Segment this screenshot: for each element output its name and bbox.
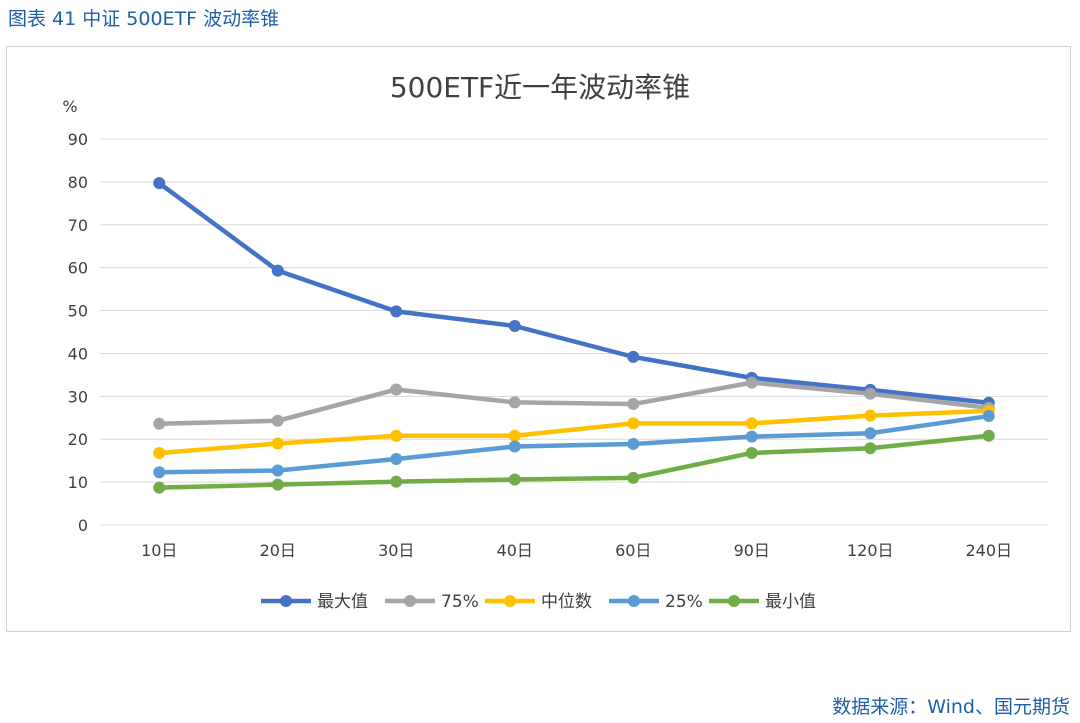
grid-lines: [100, 138, 1048, 526]
data-point: [627, 350, 640, 363]
x-tick-label: 120日: [847, 541, 894, 560]
legend-label: 25%: [665, 592, 703, 612]
y-tick-labels: 0 10 20 30 40 50 60 70 80 90: [68, 130, 88, 535]
data-point: [745, 430, 758, 443]
data-point: [390, 305, 403, 318]
y-tick-label: 40: [68, 344, 88, 363]
series-1: [153, 177, 995, 409]
y-tick-label: 90: [68, 130, 88, 149]
y-tick-label: 80: [68, 173, 88, 192]
legend-item: 中位数: [485, 592, 592, 612]
y-tick-label: 0: [78, 516, 88, 535]
data-point: [745, 417, 758, 430]
data-point: [864, 409, 877, 422]
data-point: [271, 414, 284, 427]
legend-label: 最小值: [765, 592, 816, 612]
data-point: [271, 437, 284, 450]
data-point: [982, 410, 995, 423]
legend-swatch-marker: [728, 595, 740, 607]
data-point: [271, 264, 284, 277]
legend-swatch-marker: [504, 595, 516, 607]
legend-label: 中位数: [541, 592, 592, 612]
series-5: [153, 429, 995, 494]
series-3: [153, 404, 995, 459]
legend-item: 最大值: [261, 592, 368, 612]
data-point: [627, 417, 640, 430]
data-point: [390, 452, 403, 465]
data-point: [627, 471, 640, 484]
data-point: [508, 473, 521, 486]
x-tick-label: 20日: [260, 541, 296, 560]
series-4: [153, 410, 995, 479]
legend-swatch-marker: [404, 595, 416, 607]
data-point: [864, 442, 877, 455]
y-tick-label: 30: [68, 387, 88, 406]
x-tick-label: 40日: [497, 541, 533, 560]
data-point: [390, 475, 403, 488]
data-point: [508, 319, 521, 332]
x-tick-labels: 10日 20日 30日 40日 60日 90日 120日 240日: [141, 541, 1012, 560]
x-tick-label: 60日: [615, 541, 651, 560]
volatility-cone-chart: 500ETF近一年波动率锥 % 0 10 20 30 40 50 60 70 80 90 10日 2…: [62, 71, 1048, 612]
y-tick-label: 10: [68, 473, 88, 492]
data-point: [153, 481, 166, 494]
data-point: [508, 429, 521, 442]
data-point: [390, 429, 403, 442]
legend-swatch-marker: [280, 595, 292, 607]
legend-swatch-marker: [628, 595, 640, 607]
y-tick-label: 50: [68, 302, 88, 321]
series-line: [157, 380, 991, 427]
figure-caption: 图表 41 中证 500ETF 波动率锥: [8, 8, 280, 30]
series-lines: [153, 177, 995, 494]
legend-item: 75%: [385, 592, 479, 612]
data-point: [390, 383, 403, 396]
x-tick-label: 30日: [378, 541, 414, 560]
data-point: [864, 387, 877, 400]
data-point: [627, 437, 640, 450]
data-point: [153, 446, 166, 459]
data-point: [153, 177, 166, 190]
data-point: [864, 427, 877, 440]
series-line: [157, 408, 991, 456]
x-tick-label: 90日: [734, 541, 770, 560]
y-tick-label: 60: [68, 259, 88, 278]
series-line: [157, 413, 991, 475]
data-point: [271, 464, 284, 477]
series-2: [153, 376, 995, 430]
data-point: [745, 376, 758, 389]
legend-item: 25%: [609, 592, 703, 612]
data-point: [153, 466, 166, 479]
data-point: [271, 478, 284, 491]
x-tick-label: 240日: [965, 541, 1012, 560]
legend-label: 最大值: [317, 592, 368, 612]
legend: 最大值 75% 中位数 25% 最小值: [261, 592, 816, 612]
series-line: [157, 433, 991, 490]
x-tick-label: 10日: [141, 541, 177, 560]
legend-item: 最小值: [709, 592, 816, 612]
y-axis-unit: %: [62, 97, 77, 116]
series-line: [157, 180, 991, 406]
data-point: [627, 398, 640, 411]
data-point: [982, 429, 995, 442]
data-point: [153, 417, 166, 430]
data-point: [508, 396, 521, 409]
y-tick-label: 20: [68, 430, 88, 449]
chart-frame: [6, 46, 1071, 632]
source-note: 数据来源：Wind、国元期货: [832, 696, 1070, 718]
legend-label: 75%: [441, 592, 479, 612]
y-tick-label: 70: [68, 216, 88, 235]
chart-title: 500ETF近一年波动率锥: [390, 71, 690, 104]
data-point: [745, 446, 758, 459]
data-point: [508, 440, 521, 453]
